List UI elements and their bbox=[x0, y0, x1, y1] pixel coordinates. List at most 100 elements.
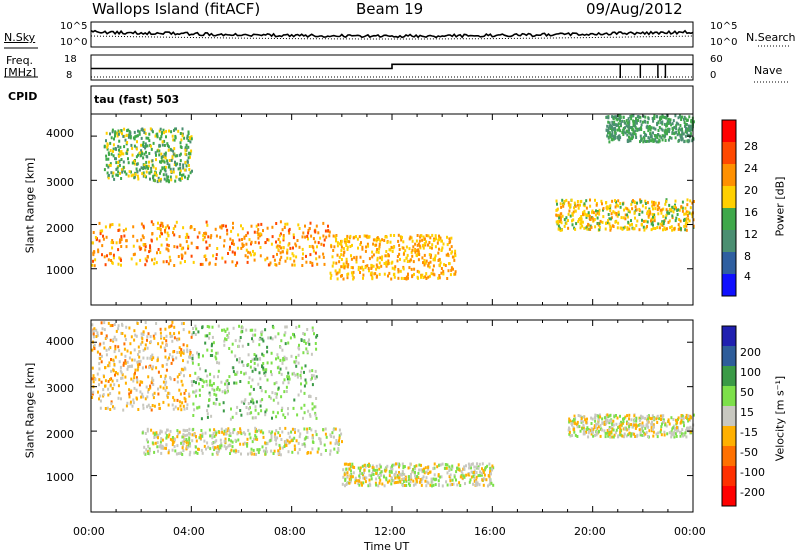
scatter-cell bbox=[275, 442, 278, 446]
scatter-cell bbox=[213, 434, 216, 438]
scatter-cell bbox=[616, 226, 619, 230]
scatter-cell bbox=[668, 431, 671, 435]
scatter-cell bbox=[206, 412, 209, 416]
scatter-cell bbox=[441, 462, 444, 466]
scatter-cell bbox=[631, 128, 634, 131]
scatter-cell bbox=[180, 247, 183, 251]
scatter-cell bbox=[228, 331, 230, 335]
scatter-cell bbox=[287, 341, 290, 345]
scatter-cell bbox=[438, 274, 441, 277]
scatter-cell bbox=[214, 402, 217, 406]
scatter-cell bbox=[293, 428, 296, 432]
scatter-cell bbox=[404, 249, 407, 253]
scatter-cell bbox=[153, 436, 156, 439]
scatter-cell bbox=[109, 338, 112, 342]
scatter-cell bbox=[117, 324, 120, 328]
scatter-cell bbox=[212, 445, 215, 449]
scatter-cell bbox=[423, 253, 426, 257]
scatter-cell bbox=[679, 219, 682, 223]
scatter-cell bbox=[671, 216, 674, 220]
scatter-cell bbox=[293, 263, 296, 267]
scatter-cell bbox=[686, 139, 689, 143]
scatter-cell bbox=[211, 387, 214, 391]
scatter-cell bbox=[398, 473, 401, 477]
scatter-cell bbox=[269, 336, 272, 340]
scatter-cell bbox=[180, 322, 183, 326]
scatter-cell bbox=[174, 405, 177, 409]
scatter-cell bbox=[639, 115, 642, 119]
scatter-cell bbox=[133, 252, 136, 256]
scatter-cell bbox=[167, 262, 170, 266]
scatter-cell bbox=[261, 398, 264, 402]
scatter-cell bbox=[135, 376, 138, 380]
scatter-cell bbox=[150, 239, 153, 243]
scatter-cell bbox=[362, 273, 365, 277]
scatter-cell bbox=[212, 382, 215, 386]
scatter-cell bbox=[425, 272, 428, 276]
scatter-cell bbox=[346, 240, 349, 243]
scatter-cell bbox=[172, 167, 175, 171]
scatter-cell bbox=[431, 243, 434, 247]
scatter-cell bbox=[190, 135, 193, 139]
scatter-cell bbox=[472, 470, 475, 474]
scatter-cell bbox=[420, 463, 422, 467]
scatter-cell bbox=[93, 343, 96, 347]
scatter-cell bbox=[675, 130, 678, 134]
scatter-cell bbox=[125, 134, 128, 137]
scatter-cell bbox=[669, 118, 672, 122]
scatter-cell bbox=[610, 134, 613, 138]
scatter-cell bbox=[592, 211, 595, 215]
scatter-cell bbox=[461, 472, 464, 476]
scatter-cell bbox=[584, 418, 587, 422]
scatter-cell bbox=[438, 264, 441, 268]
scatter-cell bbox=[129, 402, 132, 406]
scatter-cell bbox=[477, 474, 480, 478]
scatter-cell bbox=[398, 243, 401, 247]
scatter-cell bbox=[649, 128, 652, 132]
scatter-cell bbox=[350, 266, 353, 269]
scatter-cell bbox=[223, 239, 226, 243]
scatter-cell bbox=[264, 450, 267, 454]
scatter-cell bbox=[193, 433, 196, 437]
scatter-cell bbox=[599, 434, 602, 438]
scatter-cell bbox=[154, 167, 157, 171]
scatter-cell bbox=[140, 395, 143, 399]
scatter-cell bbox=[160, 159, 163, 163]
scatter-cell bbox=[622, 420, 625, 424]
scatter-cell bbox=[282, 381, 285, 385]
scatter-cell bbox=[143, 451, 146, 455]
scatter-cell bbox=[138, 362, 141, 366]
scatter-cell bbox=[391, 266, 394, 270]
scatter-cell bbox=[572, 218, 575, 222]
scatter-cell bbox=[206, 441, 209, 445]
scatter-cell bbox=[331, 255, 334, 259]
scatter-cell bbox=[200, 434, 203, 438]
scatter-cell bbox=[209, 236, 212, 240]
scatter-cell bbox=[597, 418, 600, 422]
scatter-cell bbox=[231, 241, 233, 245]
scatter-cell bbox=[365, 234, 368, 238]
scatter-cell bbox=[236, 405, 239, 409]
scatter-cell bbox=[133, 348, 136, 352]
scatter-cell bbox=[191, 359, 194, 362]
scatter-cell bbox=[328, 230, 331, 234]
scatter-cell bbox=[626, 422, 628, 426]
scatter-cell bbox=[397, 239, 400, 243]
scatter-cell bbox=[689, 416, 692, 420]
scatter-cell bbox=[264, 328, 267, 332]
scatter-cell bbox=[408, 247, 411, 251]
scatter-cell bbox=[633, 201, 636, 205]
scatter-cell bbox=[154, 134, 157, 138]
scatter-cell bbox=[248, 432, 251, 436]
scatter-cell bbox=[191, 332, 194, 336]
scatter-cell bbox=[136, 174, 139, 178]
scatter-cell bbox=[254, 328, 257, 332]
scatter-cell bbox=[134, 135, 137, 139]
scatter-cell bbox=[310, 234, 313, 238]
scatter-cell bbox=[103, 144, 106, 148]
scatter-cell bbox=[365, 476, 368, 480]
scatter-cell bbox=[625, 428, 628, 432]
scatter-cell bbox=[367, 484, 370, 488]
scatter-cell bbox=[568, 432, 571, 436]
scatter-cell bbox=[611, 130, 614, 133]
